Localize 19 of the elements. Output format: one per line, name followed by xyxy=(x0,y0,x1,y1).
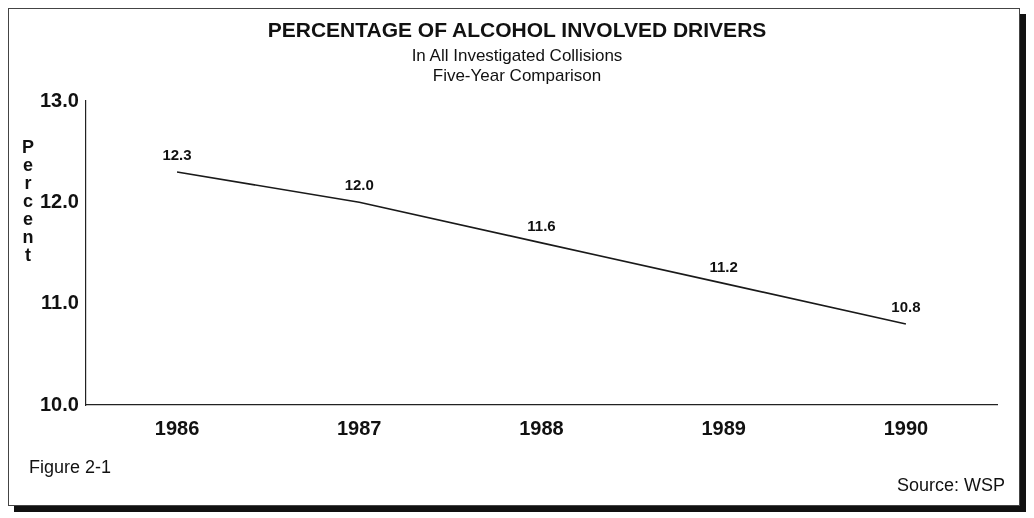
x-tick-label: 1986 xyxy=(154,416,200,439)
data-label: 11.6 xyxy=(527,217,556,235)
data-label: 12.3 xyxy=(162,146,192,164)
x-tick-label: 1987 xyxy=(337,416,382,439)
data-label: 11.2 xyxy=(709,257,738,275)
data-label: 12.0 xyxy=(344,176,374,194)
y-tick-label: 12.0 xyxy=(39,189,79,212)
x-tick-label: 1990 xyxy=(883,416,929,439)
y-tick-label: 10.0 xyxy=(39,392,79,415)
caption: Figure 2-1 xyxy=(29,457,112,478)
y-tick-label: 11.0 xyxy=(41,291,79,314)
data-label: 10.8 xyxy=(891,298,921,316)
x-tick-label: 1989 xyxy=(701,416,746,439)
y-axis-title: Percent xyxy=(18,137,38,263)
x-tick-label: 1988 xyxy=(519,416,564,439)
chart-subtitle: In All Investigated Collisions Five-Year Comparison xyxy=(411,46,623,86)
y-tick-label: 13.0 xyxy=(39,88,79,111)
source-note: Source: WSP xyxy=(896,475,1005,496)
chart-title: PERCENTAGE OF ALCOHOL INVOLVED DRIVERS xyxy=(267,18,767,42)
